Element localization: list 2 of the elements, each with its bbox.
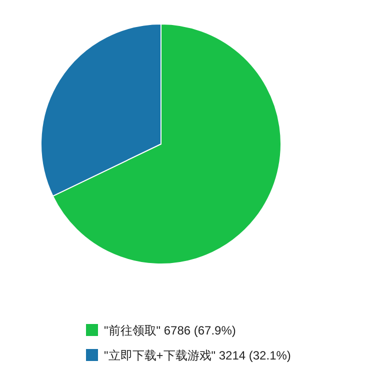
- legend-label: "立即下载+下载游戏" 3214 (32.1%): [104, 348, 291, 362]
- legend-label: "前往领取" 6786 (67.9%): [104, 324, 236, 338]
